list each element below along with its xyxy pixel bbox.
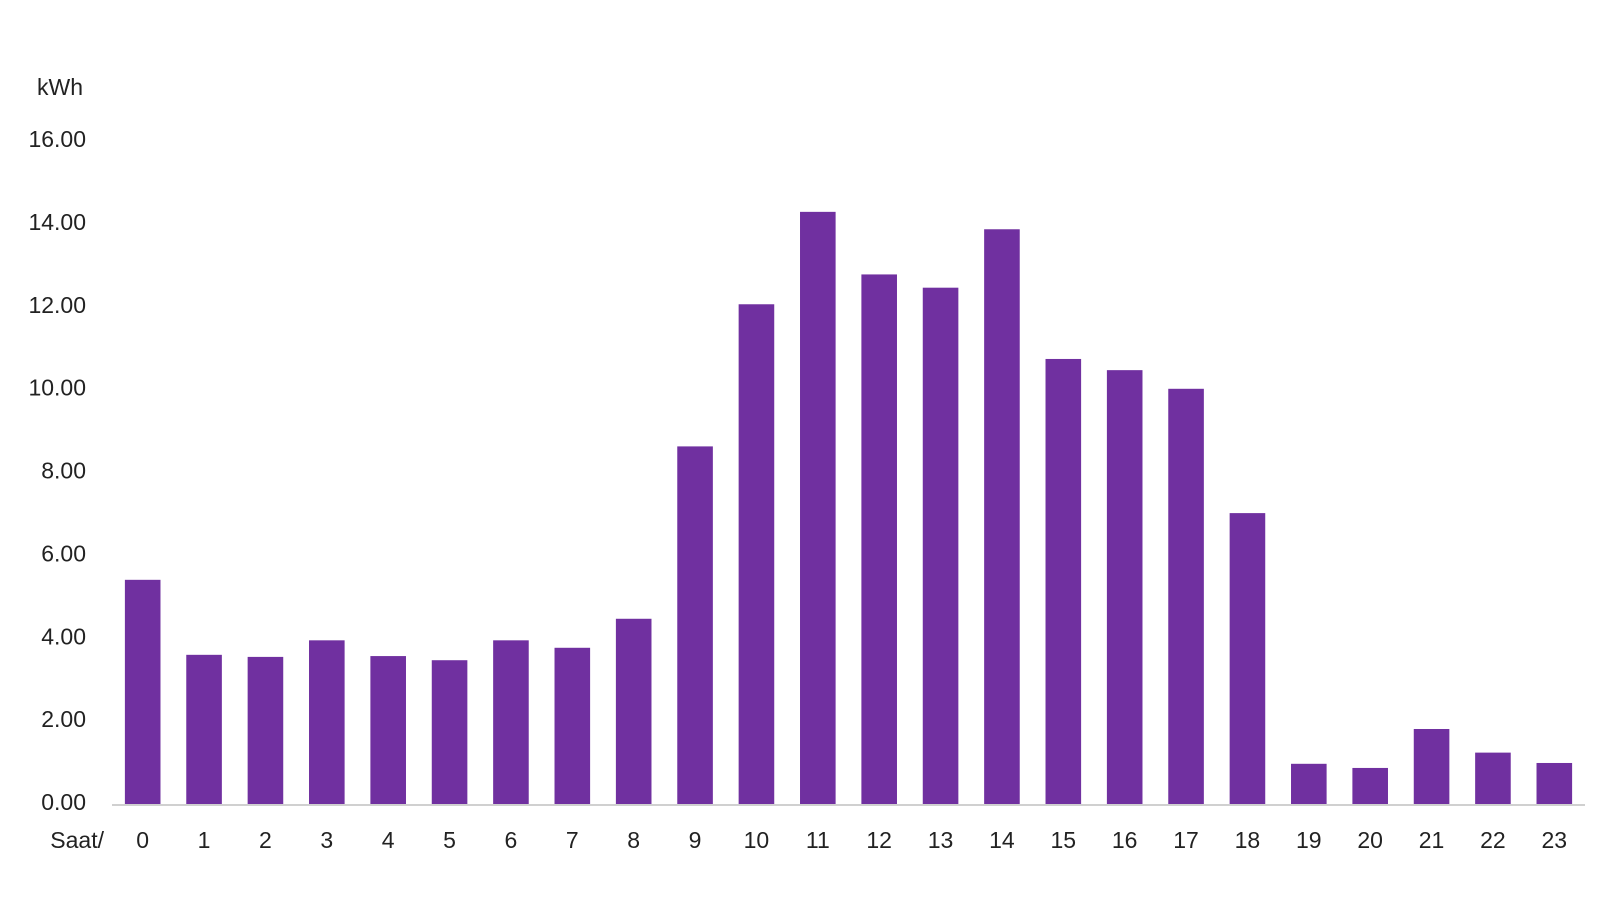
bar [1536,762,1573,804]
bar [1413,728,1450,804]
y-tick-label: 2.00 [41,706,86,732]
y-tick-label: 16.00 [28,126,86,152]
x-tick-label: 22 [1480,827,1506,853]
y-tick-label: 6.00 [41,540,86,566]
x-tick-label: 15 [1051,827,1077,853]
bar [1475,752,1511,804]
y-tick-label: 4.00 [41,623,86,649]
x-tick-label: 19 [1296,827,1322,853]
bar [124,579,161,804]
bar [738,304,775,804]
x-tick-label: 5 [443,827,456,853]
bar [309,640,345,804]
bar [1229,513,1266,804]
bar [431,660,468,804]
x-tick-label: 11 [806,827,830,853]
x-tick-label: 12 [866,827,892,853]
bar [1168,388,1204,804]
bar [922,287,959,805]
x-tick-label: 16 [1112,827,1138,853]
y-tick-label: 14.00 [28,209,86,235]
x-tick-label: 13 [928,827,954,853]
bar [1106,370,1143,804]
bar [186,654,222,804]
x-tick-label: 9 [689,827,702,853]
bar [247,656,284,804]
x-tick-label: 20 [1357,827,1383,853]
y-tick-label: 0.00 [41,789,86,815]
bar [861,274,897,805]
x-tick-label: 4 [382,827,395,853]
bar [493,640,529,804]
y-tick-label: 10.00 [28,375,86,401]
x-tick-label: 8 [627,827,640,853]
x-tick-label: 18 [1235,827,1261,853]
x-axis-label: Saat/ [50,827,104,853]
bar [984,229,1020,805]
x-tick-label: 14 [989,827,1015,853]
bar [677,446,713,804]
x-tick-label: 0 [136,827,149,853]
x-tick-label: 1 [198,827,211,853]
bar [800,211,836,804]
x-tick-label: 2 [259,827,272,853]
bar [1352,767,1388,804]
x-tick-label: 6 [505,827,518,853]
bar [370,656,406,804]
y-tick-label: 12.00 [28,292,86,318]
bar [1291,763,1327,804]
x-tick-label: 23 [1542,827,1568,853]
x-tick-label: 17 [1173,827,1199,853]
bar [615,618,652,804]
bar [1045,358,1082,804]
y-tick-label: 8.00 [41,458,86,484]
x-tick-label: 3 [320,827,333,853]
x-tick-label: 7 [566,827,579,853]
x-tick-label: 10 [744,827,770,853]
x-tick-label: 21 [1419,827,1445,853]
bar [554,647,591,804]
y-axis-label: kWh [37,74,83,100]
